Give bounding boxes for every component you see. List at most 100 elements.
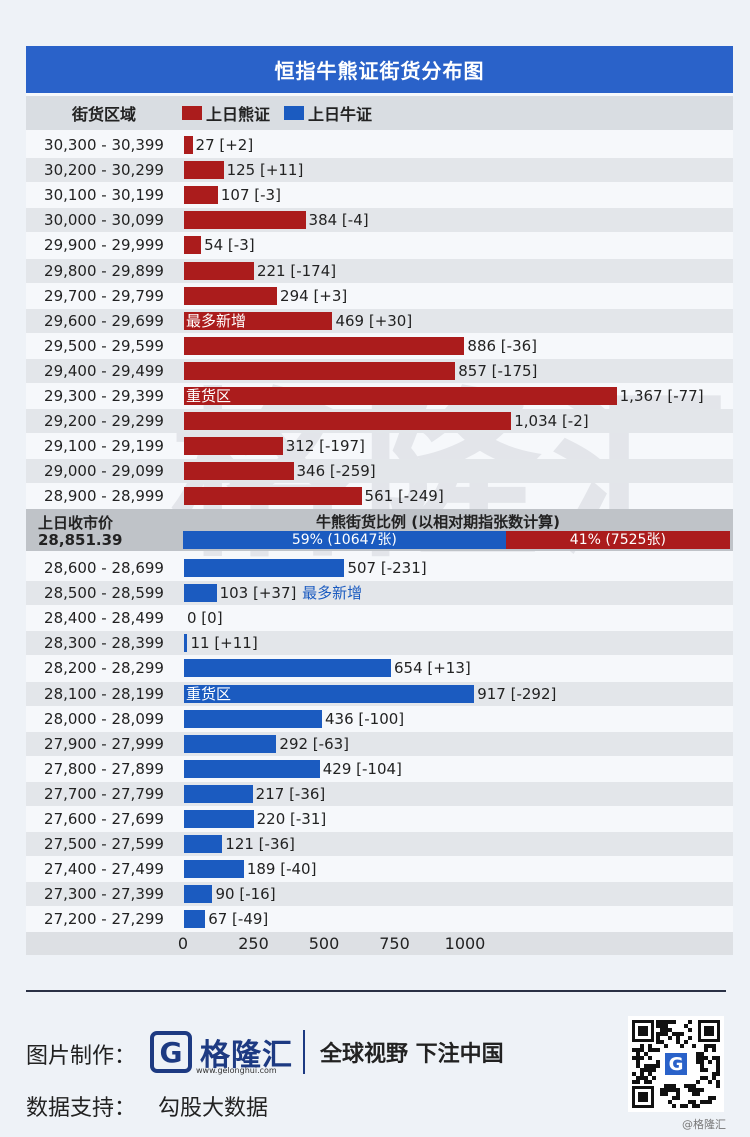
qr-module [640, 1044, 644, 1048]
range-label: 28,500 - 28,599 [44, 584, 164, 603]
chart-row: 29,300 - 29,399 1,367 [-77] 重货区 [26, 384, 733, 408]
qr-module [660, 1028, 664, 1032]
qr-module [708, 1060, 712, 1064]
qr-module [656, 1036, 660, 1040]
qr-module [684, 1104, 688, 1108]
qr-module [716, 1056, 720, 1060]
value-label: 11 [+11] [190, 634, 258, 653]
chart-title: 恒指牛熊证街货分布图 [26, 46, 733, 93]
legend-bear: 上日熊证 [182, 101, 270, 125]
qr-module [700, 1064, 704, 1068]
qr-module [648, 1080, 652, 1084]
ratio-bull-segment: 59% (10647张) [183, 531, 506, 549]
qr-module [716, 1064, 720, 1068]
chart-row: 29,200 - 29,299 1,034 [-2] [26, 409, 733, 434]
qr-module [636, 1076, 640, 1080]
qr-module [656, 1032, 660, 1036]
qr-module [672, 1104, 676, 1108]
qr-module [660, 1020, 664, 1024]
bull-bar [184, 860, 244, 879]
qr-module [696, 1080, 700, 1084]
qr-module [644, 1068, 648, 1072]
qr-module [636, 1056, 640, 1060]
qr-module [636, 1064, 640, 1068]
qr-module [672, 1084, 676, 1088]
qr-module [656, 1040, 660, 1044]
qr-module [696, 1060, 700, 1064]
qr-module [636, 1052, 640, 1056]
qr-module [704, 1100, 708, 1104]
value-label: 221 [-174] [256, 261, 337, 280]
qr-module [668, 1084, 672, 1088]
qr-module [660, 1092, 664, 1096]
chart-row: 28,500 - 28,599 103 [+37] 最多新增 [26, 581, 733, 606]
range-label: 27,300 - 27,399 [44, 885, 164, 904]
bear-bar [184, 336, 465, 355]
range-label: 29,600 - 29,699 [44, 311, 164, 330]
bull-bar [184, 559, 345, 577]
value-label: 103 [+37] [219, 584, 297, 603]
legend-bull-label: 上日牛证 [308, 105, 373, 124]
chart-row: 28,200 - 28,299 654 [+13] [26, 656, 733, 680]
qr-module [688, 1088, 692, 1092]
qr-module [668, 1100, 672, 1104]
chart-row: 29,400 - 29,499 857 [-175] [26, 358, 733, 383]
chart-row: 27,600 - 27,699 220 [-31] [26, 807, 733, 831]
close-value: 28,851.39 [38, 531, 123, 549]
range-label: 29,100 - 29,199 [44, 437, 164, 456]
qr-module [648, 1064, 652, 1068]
qr-module [648, 1048, 652, 1052]
value-label: 27 [+2] [195, 136, 254, 154]
qr-module [684, 1040, 688, 1044]
qr-module [712, 1048, 716, 1052]
value-label: 436 [-100] [324, 709, 405, 728]
qr-module [644, 1076, 648, 1080]
qr-module [680, 1104, 684, 1108]
qr-module [656, 1064, 660, 1068]
range-label: 29,000 - 29,099 [44, 462, 164, 481]
row-tag: 重货区 [186, 684, 232, 703]
qr-module [668, 1036, 672, 1040]
qr-module [696, 1052, 700, 1056]
credit: @格隆汇 [682, 1118, 726, 1131]
qr-module [644, 1052, 648, 1056]
qr-module [704, 1044, 708, 1048]
qr-module [632, 1056, 636, 1060]
range-label: 29,400 - 29,499 [44, 361, 164, 380]
bear-bar [184, 412, 512, 431]
qr-module [700, 1068, 704, 1072]
logo-mark-icon: G [150, 1031, 192, 1073]
qr-module [664, 1032, 668, 1036]
qr-module [672, 1032, 676, 1036]
chart-row: 28,000 - 28,099 436 [-100] [26, 707, 733, 731]
bear-bar [184, 311, 333, 330]
qr-module [708, 1080, 712, 1084]
qr-module [664, 1092, 668, 1096]
qr-module [692, 1104, 696, 1108]
range-label: 27,600 - 27,699 [44, 810, 164, 828]
value-label: 346 [-259] [296, 462, 376, 481]
bull-bar [184, 885, 213, 904]
value-label: 561 [-249] [364, 487, 444, 506]
x-tick-label: 0 [177, 934, 189, 953]
range-label: 28,600 - 28,699 [44, 559, 164, 577]
qr-module [696, 1092, 700, 1096]
chart-row: 30,000 - 30,099 384 [-4] [26, 208, 733, 233]
chart-row: 27,300 - 27,399 90 [-16] [26, 882, 733, 907]
qr-module [636, 1080, 640, 1084]
chart-row: 30,300 - 30,399 27 [+2] [26, 133, 733, 157]
qr-module [712, 1072, 716, 1076]
qr-module [640, 1068, 644, 1072]
qr-module [652, 1064, 656, 1068]
value-label: 125 [+11] [226, 161, 304, 180]
range-label: 27,700 - 27,799 [44, 784, 164, 803]
value-label: 312 [-197] [285, 437, 365, 456]
logo-divider [303, 1030, 305, 1074]
chart-row: 29,100 - 29,199 312 [-197] [26, 434, 733, 458]
qr-module [636, 1060, 640, 1064]
qr-module [640, 1076, 644, 1080]
x-axis: 0 250 500 750 1000 [26, 932, 733, 955]
qr-module [664, 1088, 668, 1092]
chart-row: 28,300 - 28,399 11 [+11] [26, 631, 733, 656]
bear-bar [184, 437, 283, 456]
